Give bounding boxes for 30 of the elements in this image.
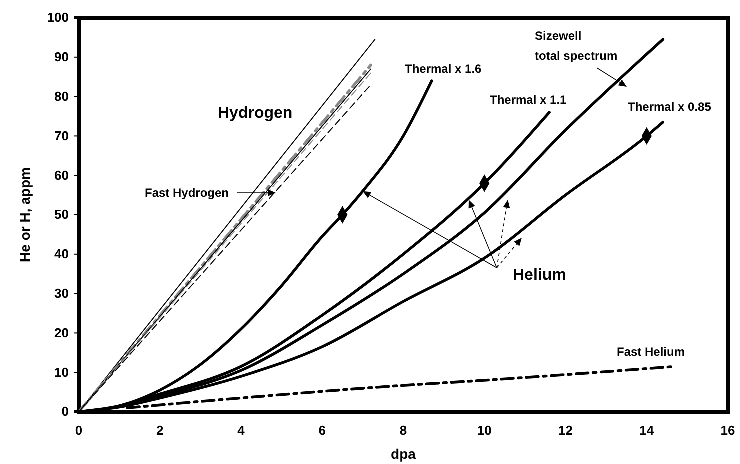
x-tick-label: 12 <box>558 423 573 438</box>
x-tick-label: 10 <box>477 423 492 438</box>
x-tick-label: 4 <box>238 423 246 438</box>
x-tick-label: 6 <box>318 423 326 438</box>
y-tick-label: 60 <box>54 168 69 183</box>
y-axis-title: He or H, appm <box>17 168 33 262</box>
annotation: Hydrogen <box>218 105 293 122</box>
series-label: Sizewell total spectrum <box>535 29 618 63</box>
y-tick-label: 0 <box>62 404 69 420</box>
annotation: Helium <box>513 267 566 284</box>
y-tick-label: 70 <box>54 128 69 144</box>
series-label: Fast Helium <box>617 345 686 359</box>
y-tick-label: 90 <box>54 50 69 65</box>
x-tick-label: 8 <box>400 423 408 438</box>
y-tick-label: 20 <box>54 325 69 340</box>
series-label: Thermal x 1.1 <box>490 93 568 107</box>
x-tick-label: 2 <box>156 423 164 438</box>
y-tick-label: 10 <box>54 364 69 380</box>
x-tick-label: 14 <box>640 423 655 438</box>
x-tick-label: 16 <box>720 423 736 438</box>
legend-label: Thermal x 0.85 <box>628 100 712 114</box>
y-tick-label: 50 <box>54 207 69 222</box>
y-tick-label: 40 <box>54 246 69 262</box>
y-tick-label: 30 <box>54 286 69 301</box>
x-tick-label: 0 <box>75 423 83 438</box>
annotation: Fast Hydrogen <box>145 186 230 200</box>
series-label: Thermal x 1.6 <box>405 62 482 76</box>
y-tick-label: 100 <box>47 10 69 26</box>
x-axis-title: dpa <box>391 446 416 462</box>
y-tick-label: 80 <box>54 88 69 104</box>
